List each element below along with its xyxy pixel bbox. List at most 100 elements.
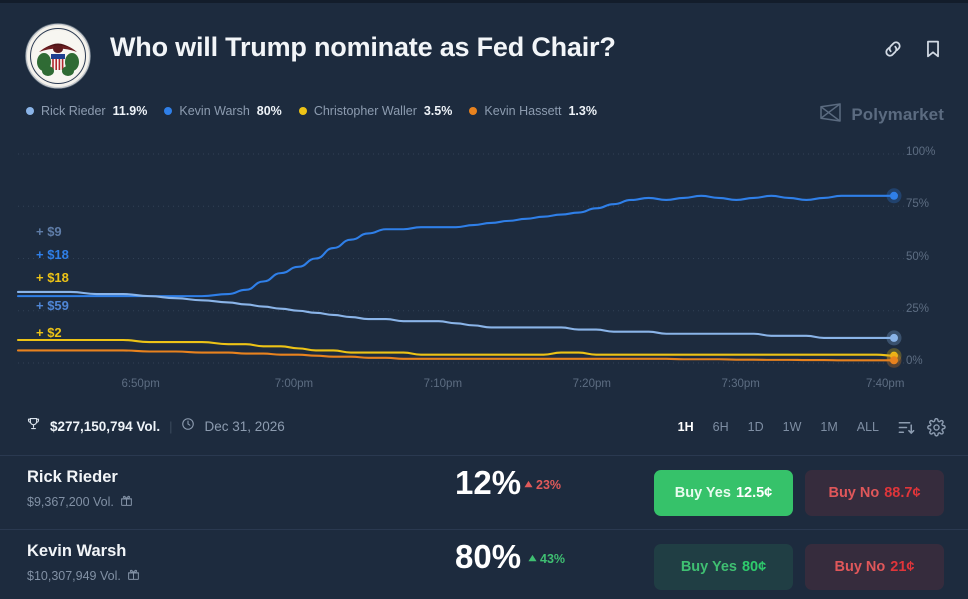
legend-value: 11.9% <box>112 104 148 118</box>
sort-descending-icon[interactable] <box>897 418 916 437</box>
x-axis-label: 7:10pm <box>423 378 463 390</box>
legend-item[interactable]: Kevin Warsh 80% <box>164 104 282 118</box>
gear-icon[interactable] <box>927 417 946 437</box>
range-1h[interactable]: 1H <box>677 420 694 434</box>
range-1m[interactable]: 1M <box>820 420 838 434</box>
outcome-actions: Buy Yes 80¢ Buy No 21¢ <box>654 544 944 590</box>
caret-up-icon <box>528 552 537 566</box>
trophy-icon <box>26 416 41 436</box>
meta-separator: | <box>169 418 173 434</box>
profit-annotation: + $59 <box>36 297 69 313</box>
page-title: Who will Trump nominate as Fed Chair? <box>110 32 616 62</box>
range-1w[interactable]: 1W <box>782 420 802 434</box>
legend-item[interactable]: Rick Rieder 11.9% <box>26 104 147 118</box>
y-axis-label: 75% <box>906 198 930 211</box>
gift-icon <box>127 568 140 584</box>
outcome-row-rick-rieder[interactable]: Rick Rieder $9,367,200 Vol. 12% 23% Buy … <box>0 456 968 529</box>
legend-value: 1.3% <box>568 104 597 118</box>
buy-no-button[interactable]: Buy No 88.7¢ <box>805 470 944 516</box>
gift-icon <box>120 494 133 510</box>
legend-label: Christopher Waller <box>313 104 417 118</box>
buy-no-price: 88.7¢ <box>884 485 921 501</box>
header-actions <box>882 38 944 60</box>
legend-label: Rick Rieder <box>41 104 106 118</box>
buy-yes-button[interactable]: Buy Yes 80¢ <box>654 544 793 590</box>
series-legend: Rick Rieder 11.9% Kevin Warsh 80% Christ… <box>26 104 597 118</box>
y-axis-label: 100% <box>906 146 936 158</box>
x-axis-label: 7:30pm <box>721 378 760 390</box>
outcome-volume: $9,367,200 Vol. <box>27 494 133 510</box>
chart-line <box>16 349 896 362</box>
range-all[interactable]: ALL <box>856 420 879 434</box>
caret-down-icon <box>524 478 533 492</box>
time-range-selector: 1H 6H 1D 1W 1M ALL <box>671 416 946 438</box>
buy-yes-label: Buy Yes <box>680 559 737 575</box>
buy-no-label: Buy No <box>828 485 880 501</box>
buy-no-button[interactable]: Buy No 21¢ <box>805 544 944 590</box>
profit-annotation: + $18 <box>36 247 69 263</box>
legend-label: Kevin Hassett <box>484 104 562 118</box>
x-axis-label: 6:50pm <box>121 378 160 390</box>
outcome-row-kevin-warsh[interactable]: Kevin Warsh $10,307,949 Vol. 80% 43% Buy… <box>0 530 968 599</box>
outcome-volume-text: $10,307,949 Vol. <box>27 569 121 583</box>
x-axis-label: 7:40pm <box>866 378 905 390</box>
buy-yes-button[interactable]: Buy Yes 12.5¢ <box>654 470 793 516</box>
clock-icon <box>181 417 195 436</box>
outcome-volume-text: $9,367,200 Vol. <box>27 495 114 509</box>
outcome-percent: 80% <box>455 538 522 575</box>
chart-endpoint-dot <box>890 356 898 365</box>
market-meta: $277,150,794 Vol. | Dec 31, 2026 <box>26 416 285 436</box>
federal-reserve-seal-icon <box>24 22 92 90</box>
legend-dot <box>469 107 478 115</box>
buy-yes-label: Buy Yes <box>674 485 731 501</box>
buy-yes-price: 12.5¢ <box>735 485 773 501</box>
legend-dot <box>298 107 307 115</box>
chart-canvas <box>16 153 916 368</box>
legend-value: 3.5% <box>423 104 453 118</box>
profit-annotation: + $9 <box>36 224 62 240</box>
row-divider <box>0 529 968 530</box>
buy-no-label: Buy No <box>834 559 886 575</box>
x-axis-label: 7:20pm <box>572 378 611 390</box>
y-axis-label: 25% <box>906 302 930 315</box>
outcome-change: 23% <box>524 478 561 492</box>
outcome-change-value: 23% <box>536 478 562 492</box>
y-axis-label: 0% <box>906 355 923 367</box>
legend-dot <box>26 107 34 115</box>
row-divider <box>0 455 968 456</box>
chart-endpoint-dot <box>890 333 898 342</box>
polymarket-logo-icon <box>819 103 842 127</box>
outcome-percent: 12% <box>455 464 522 501</box>
total-volume: $277,150,794 Vol. <box>50 418 161 434</box>
link-icon[interactable] <box>882 38 904 60</box>
polymarket-watermark: Polymarket <box>819 103 944 127</box>
legend-value: 80% <box>256 104 282 118</box>
outcome-change-value: 43% <box>540 552 566 566</box>
end-date: Dec 31, 2026 <box>204 418 285 434</box>
top-divider <box>0 0 968 3</box>
range-1d[interactable]: 1D <box>747 420 764 434</box>
brand-name: Polymarket <box>851 105 944 124</box>
chart-line <box>16 290 896 339</box>
legend-label: Kevin Warsh <box>179 104 250 118</box>
outcome-volume: $10,307,949 Vol. <box>27 568 140 584</box>
buy-yes-price: 80¢ <box>741 559 767 575</box>
outcome-name: Rick Rieder <box>27 468 118 486</box>
buy-no-price: 21¢ <box>890 559 915 575</box>
legend-item[interactable]: Christopher Waller 3.5% <box>298 104 453 118</box>
chart-endpoint-dot <box>890 191 898 200</box>
legend-item[interactable]: Kevin Hassett 1.3% <box>469 104 597 118</box>
outcome-change: 43% <box>528 552 565 566</box>
profit-annotation: + $2 <box>36 324 62 340</box>
market-header: Who will Trump nominate as Fed Chair? <box>24 18 944 90</box>
legend-dot <box>164 107 173 115</box>
price-history-chart[interactable] <box>0 140 968 388</box>
y-axis-label: 50% <box>906 250 930 263</box>
range-6h[interactable]: 6H <box>712 420 729 434</box>
bookmark-icon[interactable] <box>922 38 944 60</box>
x-axis-label: 7:00pm <box>274 378 314 390</box>
profit-annotation: + $18 <box>36 270 69 286</box>
chart-line <box>16 194 896 298</box>
chart-line <box>16 338 896 357</box>
